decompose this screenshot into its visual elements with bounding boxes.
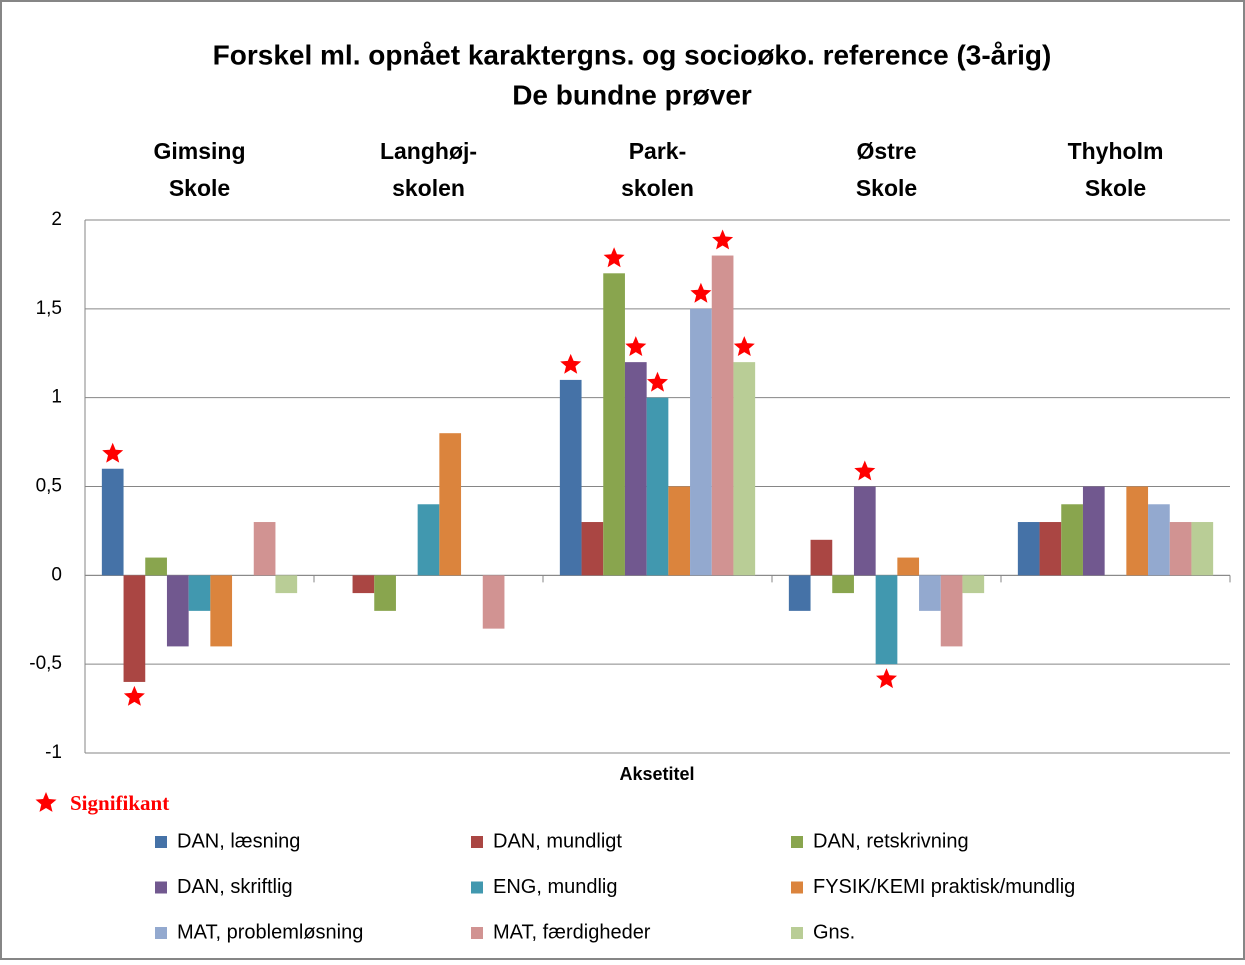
legend-label: MAT, problemløsning [177,921,363,943]
legend-label: DAN, mundligt [493,830,622,852]
legend-label: DAN, retskrivning [813,830,969,852]
bar [1169,522,1192,576]
bar [559,379,582,576]
bar [690,308,712,576]
bar [919,575,941,611]
bar [603,273,625,576]
legend-swatch [471,881,483,894]
bar [1148,504,1170,576]
significance-star [690,282,712,303]
significance-star [560,353,582,374]
bar [897,557,920,576]
bar [1082,486,1105,576]
category-label: Skole [169,175,230,201]
bar [788,575,811,611]
significance-star [603,247,625,268]
bar [210,575,233,647]
category-label: Skole [1085,175,1146,201]
bar [581,522,604,576]
legend-swatch [155,881,167,894]
legend-label: DAN, skriftlig [177,876,293,898]
significance-star [102,442,124,463]
legend-swatch [471,836,483,848]
category-label: Skole [856,175,917,201]
bar [962,575,985,594]
bar [1061,504,1083,576]
bar [1017,522,1040,576]
bar [853,486,876,576]
legend-label: DAN, læsning [177,830,300,852]
bar [101,468,124,576]
bar [1039,522,1062,576]
bar [374,575,396,611]
y-tick-label: 1,5 [36,298,62,319]
y-tick-label: 0 [51,564,62,585]
bar [188,575,211,611]
bar [832,575,854,594]
legend-swatch [791,836,803,848]
significance-star [733,336,755,356]
bar [482,575,505,629]
bar [940,575,963,647]
legend-swatch [155,927,167,939]
y-tick-label: 2 [51,209,62,230]
category-label: skolen [621,175,694,201]
bar [439,433,462,576]
legend-swatch [471,927,483,939]
category-label: Park- [629,138,687,164]
legend-label: Gns. [813,921,855,943]
significance-star [712,229,734,250]
bar [166,575,189,647]
y-tick-label: 1 [51,387,62,408]
significance-legend-star [35,792,57,812]
legend-label: ENG, mundlig [493,876,618,898]
chart-subtitle: De bundne prøver [512,79,752,110]
bar [646,397,669,576]
bar [123,575,146,682]
bar [733,362,756,576]
bar [711,255,734,576]
legend-swatch [791,881,803,894]
bar [875,575,898,665]
significance-star [647,371,668,392]
legend-label: FYSIK/KEMI praktisk/mundlig [813,876,1075,898]
bar [1126,486,1149,576]
category-label: Langhøj- [380,138,477,164]
y-tick-label: -1 [45,742,62,763]
bar [417,504,440,576]
bar [668,486,691,576]
category-label: skolen [392,175,465,201]
bar [810,539,833,576]
legend-label: MAT, færdigheder [493,921,651,943]
bar [275,575,298,594]
chart-title: Forskel ml. opnået karaktergns. og socio… [213,39,1052,70]
bar [145,557,167,576]
category-label: Østre [856,138,916,164]
bar [253,522,276,576]
legend-swatch [791,927,803,939]
y-tick-label: -0,5 [29,653,62,674]
significance-star [625,336,647,356]
category-label: Thyholm [1068,138,1164,164]
significance-star [876,668,897,689]
legend-swatch [155,836,167,848]
bar [1191,522,1214,576]
significance-star [123,685,145,706]
bar [624,362,647,576]
category-label: Gimsing [153,138,245,164]
significance-star [854,460,876,481]
y-tick-label: 0,5 [36,476,62,497]
x-axis-label: Aksetitel [619,764,694,784]
bar [352,575,375,594]
significance-legend: Signifikant [70,791,169,815]
